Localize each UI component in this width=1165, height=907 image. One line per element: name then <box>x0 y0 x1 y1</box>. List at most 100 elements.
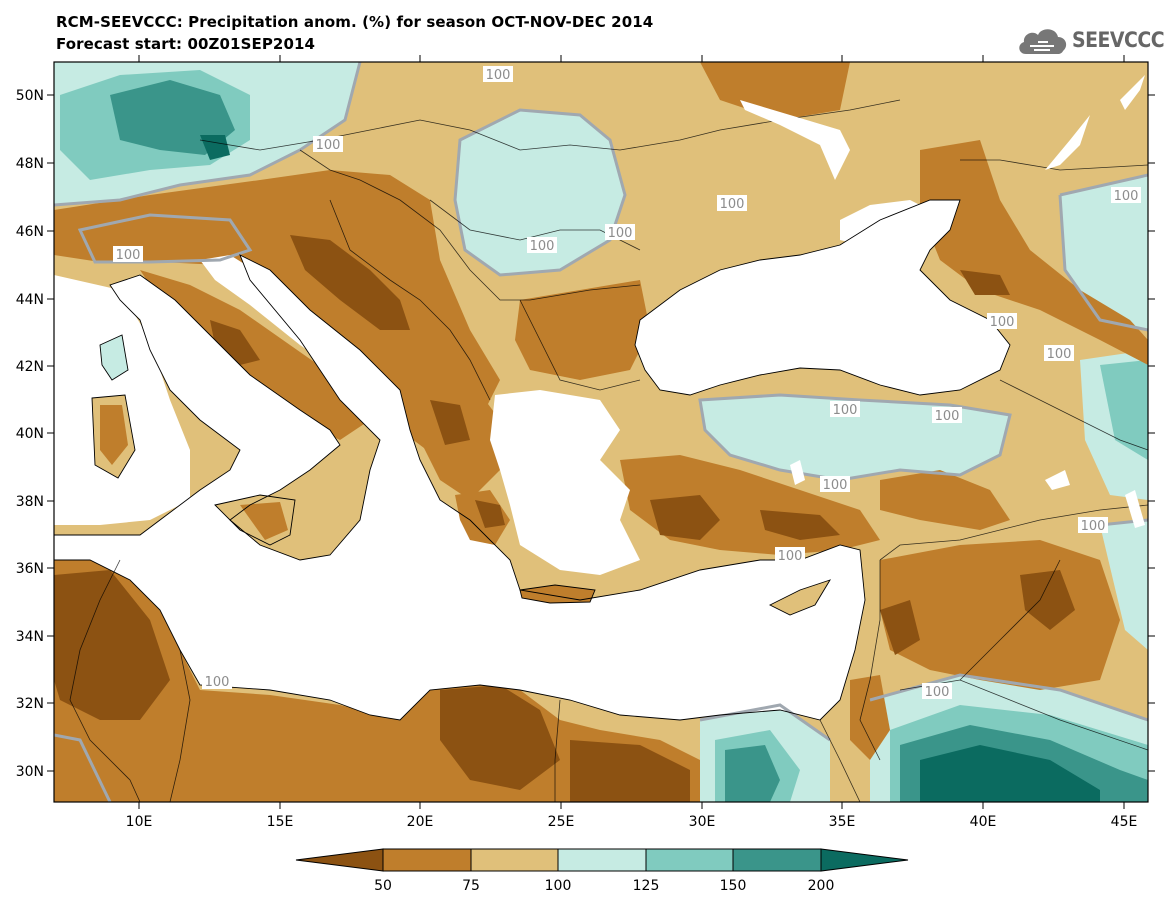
colorbar-segment-100-125 <box>557 848 647 872</box>
contour-label: 100 <box>717 195 747 212</box>
lat-label: 32N <box>16 696 44 712</box>
island-sicily-dry <box>240 502 288 540</box>
very-wet-area-sinai <box>725 745 780 802</box>
lat-label: 48N <box>16 156 44 172</box>
lat-label: 46N <box>16 224 44 240</box>
island-cyprus <box>770 580 830 615</box>
latitude-labels: 50N 48N 46N 44N 42N 40N 38N 36N 34N 32N … <box>16 88 44 780</box>
colorbar-segment-above-200 <box>820 848 909 872</box>
very-dry-area-libya-west <box>54 570 170 720</box>
svg-text:100: 100 <box>1047 347 1072 362</box>
map-fields <box>54 62 1148 802</box>
colorbar-segment-below-50 <box>295 848 384 872</box>
colorbar-label: 100 <box>545 878 572 894</box>
contour-value-labels: 100 100 100 100 100 100 100 100 100 100 … <box>113 66 1141 700</box>
very-dry-area-egypt <box>570 740 690 802</box>
contour-label: 100 <box>1111 187 1141 204</box>
lat-label: 36N <box>16 561 44 577</box>
lake-1 <box>740 100 850 180</box>
svg-text:100: 100 <box>833 403 858 418</box>
svg-text:100: 100 <box>316 138 341 153</box>
lon-label: 20E <box>407 814 434 830</box>
svg-text:100: 100 <box>778 549 803 564</box>
svg-text:100: 100 <box>608 226 633 241</box>
very-dry-area-italy <box>210 320 260 365</box>
svg-text:100: 100 <box>990 315 1015 330</box>
dry-area-ukraine-north <box>700 62 850 120</box>
lon-label: 25E <box>548 814 575 830</box>
colorbar-label: 150 <box>720 878 747 894</box>
lat-label: 38N <box>16 494 44 510</box>
svg-text:100: 100 <box>720 197 745 212</box>
svg-text:100: 100 <box>935 409 960 424</box>
very-dry-area-russia <box>960 270 1010 295</box>
lake-tuz <box>790 460 805 485</box>
azov-sea <box>840 200 930 245</box>
longitude-labels: 10E 15E 20E 25E 30E 35E 40E 45E <box>126 814 1138 830</box>
colorbar-label: 50 <box>374 878 392 894</box>
contour-label: 100 <box>527 237 557 254</box>
contour-label: 100 <box>922 683 952 700</box>
lat-label: 42N <box>16 359 44 375</box>
logo-text: SEEVCCC <box>1072 28 1165 52</box>
lat-label: 40N <box>16 426 44 442</box>
contour-label: 100 <box>820 476 850 493</box>
very-dry-area-syria <box>880 600 920 655</box>
island-corsica <box>100 335 128 380</box>
lon-label: 40E <box>970 814 997 830</box>
wet-area-east-iraq <box>1100 520 1148 650</box>
country-borders <box>69 99 1148 802</box>
contour-label: 100 <box>202 673 232 690</box>
black-sea <box>635 200 1010 395</box>
contour-label: 100 <box>830 401 860 418</box>
contour-label: 100 <box>483 66 513 83</box>
lon-label: 35E <box>829 814 856 830</box>
forecast-start-label: Forecast start: 00Z01SEP2014 <box>56 35 316 53</box>
svg-text:100: 100 <box>530 239 555 254</box>
svg-text:100: 100 <box>823 478 848 493</box>
very-dry-area-albania <box>430 400 470 445</box>
colorbar-label: 200 <box>808 878 835 894</box>
contour-label: 100 <box>605 224 635 241</box>
island-sardinia-dry <box>100 405 128 465</box>
lon-label: 30E <box>689 814 716 830</box>
lon-label: 10E <box>126 814 153 830</box>
contour-label: 100 <box>1044 345 1074 362</box>
svg-text:100: 100 <box>205 675 230 690</box>
longitude-axis <box>138 55 1125 809</box>
lat-label: 30N <box>16 764 44 780</box>
colorbar <box>295 848 909 872</box>
contour-label: 100 <box>313 136 343 153</box>
adriatic-sea <box>200 255 400 405</box>
extreme-wet-area-arabia <box>920 745 1100 802</box>
contour-lines <box>54 62 1148 802</box>
mediterranean-sea <box>54 255 865 720</box>
lon-label: 15E <box>267 814 294 830</box>
contour-label: 100 <box>932 407 962 424</box>
contour-label: 100 <box>987 313 1017 330</box>
lat-label: 34N <box>16 629 44 645</box>
contour-label: 100 <box>1078 517 1108 534</box>
contour-label: 100 <box>113 246 143 263</box>
svg-text:100: 100 <box>1114 189 1139 204</box>
island-crete <box>520 585 595 603</box>
seevccc-logo: SEEVCCC <box>1016 22 1165 58</box>
colorbar-label: 75 <box>462 878 480 894</box>
peloponnese-dry <box>475 500 505 528</box>
cloud-icon <box>1019 29 1067 54</box>
colorbar-segment-75-100 <box>470 848 559 872</box>
colorbar-segment-150-200 <box>732 848 822 872</box>
very-dry-area-turkey <box>650 495 720 540</box>
svg-text:100: 100 <box>116 248 141 263</box>
contour-label: 100 <box>775 547 805 564</box>
very-dry-area-turkey-east <box>760 510 840 540</box>
colorbar-segment-50-75 <box>382 848 472 872</box>
svg-text:100: 100 <box>925 685 950 700</box>
latitude-axis <box>47 94 1155 772</box>
svg-text:100: 100 <box>486 68 511 83</box>
map-title: RCM-SEEVCCC: Precipitation anom. (%) for… <box>56 13 654 31</box>
lake-van <box>1045 470 1070 490</box>
wet-area-carpathians <box>455 110 625 275</box>
svg-text:100: 100 <box>1081 519 1106 534</box>
